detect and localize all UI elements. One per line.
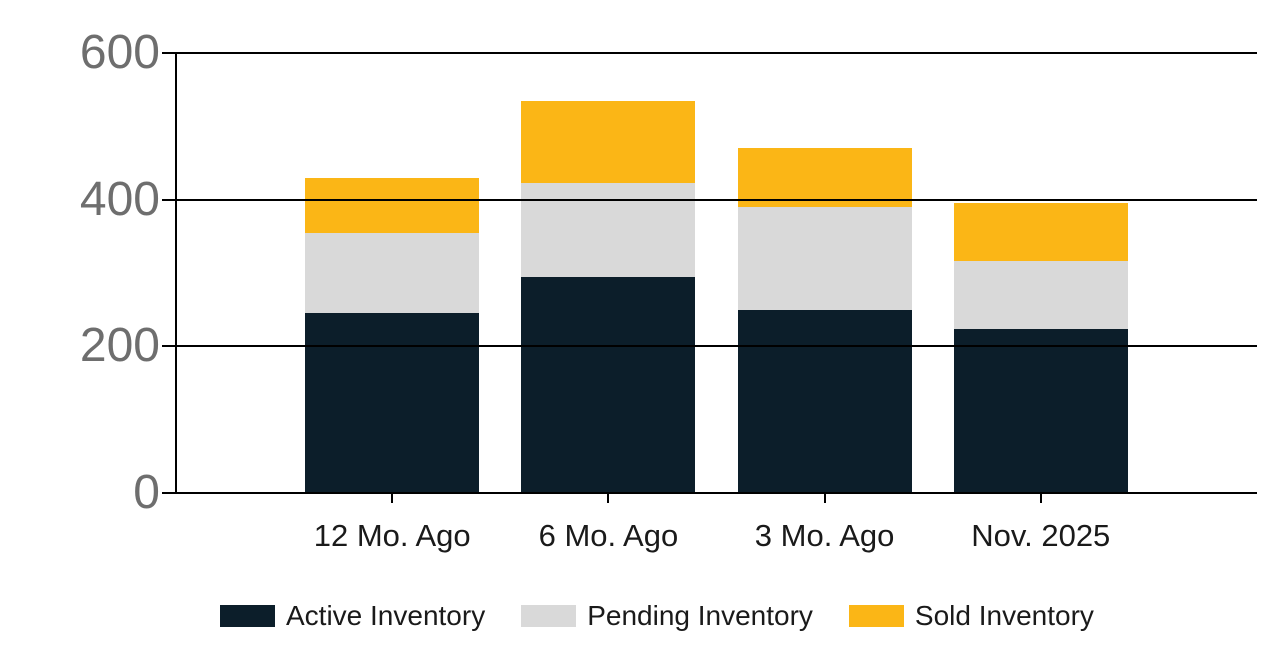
bar-segment-sold-inventory-3-mo-ago (737, 147, 912, 207)
x-axis-tick-nov-2025 (1039, 493, 1042, 503)
legend-swatch-pending-inventory (521, 605, 577, 627)
x-axis-label-12-mo-ago: 12 Mo. Ago (313, 518, 471, 553)
gridline-0 (176, 492, 1257, 494)
y-axis-tick-label-400: 400 (79, 172, 160, 226)
legend-swatch-sold-inventory (848, 605, 904, 627)
bar-segment-pending-inventory-nov-2025 (953, 261, 1128, 329)
bar-segment-sold-inventory-nov-2025 (953, 203, 1128, 262)
gridline-400 (176, 198, 1257, 201)
legend-item-sold-inventory: Sold Inventory (848, 600, 1094, 631)
y-axis-tick-200 (162, 345, 176, 348)
legend-label-active-inventory: Active Inventory (286, 600, 486, 631)
y-axis-tick-600 (162, 52, 176, 54)
bar-segment-pending-inventory-3-mo-ago (737, 207, 912, 310)
plot-area (176, 53, 1257, 493)
y-axis-tick-label-0: 0 (133, 466, 160, 519)
legend-item-active-inventory: Active Inventory (220, 601, 485, 631)
bar-segment-active-inventory-12-mo-ago (305, 313, 480, 493)
x-axis-tick-12-mo-ago (391, 493, 394, 503)
gridline-200 (176, 345, 1257, 348)
bar-segment-active-inventory-3-mo-ago (737, 309, 912, 493)
bar-segment-pending-inventory-12-mo-ago (305, 233, 480, 314)
y-axis-tick-0 (162, 492, 176, 494)
x-axis-label-nov-2025: Nov. 2025 (971, 518, 1111, 553)
bar-segment-sold-inventory-6-mo-ago (521, 100, 696, 183)
legend: Active Inventory Pending Inventory Sold In… (220, 601, 1094, 631)
y-axis-tick-label-600: 600 (79, 26, 160, 79)
x-axis-label-6-mo-ago: 6 Mo. Ago (538, 518, 679, 553)
x-axis-label-3-mo-ago: 3 Mo. Ago (754, 518, 895, 553)
bar-segment-active-inventory-6-mo-ago (521, 276, 696, 493)
y-axis-tick-label-200: 200 (79, 319, 160, 373)
bar-segment-sold-inventory-12-mo-ago (305, 177, 480, 234)
x-axis-tick-6-mo-ago (607, 493, 610, 503)
legend-label-sold-inventory: Sold Inventory (914, 600, 1094, 631)
bar-segment-pending-inventory-6-mo-ago (521, 182, 696, 277)
bar-segment-active-inventory-nov-2025 (953, 328, 1128, 493)
legend-swatch-active-inventory (220, 605, 275, 627)
x-axis-tick-3-mo-ago (823, 493, 826, 503)
legend-item-pending-inventory: Pending Inventory (521, 601, 813, 631)
gridline-600 (176, 52, 1257, 54)
y-axis-tick-400 (162, 198, 176, 201)
legend-label-pending-inventory: Pending Inventory (587, 600, 813, 631)
y-axis-line (175, 53, 177, 494)
